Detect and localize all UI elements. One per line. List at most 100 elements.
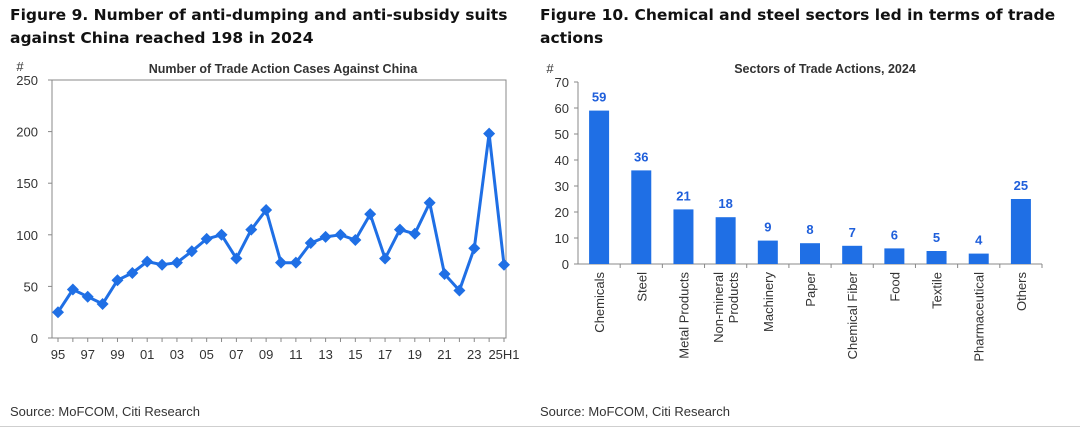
category-label-line: Textile [930,272,945,309]
y-tick-label: 50 [24,279,38,294]
category-label-line: Metal Products [676,272,691,359]
category-label: Steel [634,272,649,302]
bar [757,240,778,264]
data-point [364,208,377,221]
data-point [245,223,258,236]
data-point [170,256,183,269]
figure-10-source: Source: MoFCOM, Citi Research [540,404,730,419]
x-tick-label: 23 [467,347,481,362]
plot-frame [51,79,507,339]
data-point [66,283,79,296]
x-tick-label: 21 [437,347,451,362]
line-chart: 0 50 100 150 200 250#95 97 99 01 03 05 07 09 11 13 15 17… [16,59,519,362]
bar-value-label: 59 [592,90,606,105]
bar-value-label: 21 [676,188,690,203]
category-label-line: Machinery [761,272,776,332]
category-label-line: Chemical Fiber [845,271,860,359]
category-label-line: Pharmaceutical [972,272,987,362]
y-tick-label: 250 [16,73,38,88]
data-point [483,127,496,140]
category-label-line: Steel [634,272,649,302]
data-point [81,290,94,303]
data-point [453,284,466,297]
data-point [468,242,481,255]
x-tick-label: 09 [259,347,273,362]
bar [673,209,694,264]
bar [1010,199,1031,264]
data-point [275,256,287,269]
bar [800,243,820,264]
bar-value-label: 9 [764,220,771,235]
y-tick-label: 100 [16,228,38,243]
data-point [156,258,169,271]
data-point [111,274,124,287]
bottom-rule [0,426,1080,427]
data-point [349,233,362,246]
y-tick-label: 0 [562,257,569,272]
data-point [319,230,332,243]
category-label: Textile [930,272,945,309]
category-label: Food [887,272,902,302]
figure-9-title: Figure 9. Number of anti-dumping and ant… [10,6,508,47]
category-label-line: Non-mineral [711,272,726,343]
x-tick-label: 25H1 [488,347,519,362]
category-label-line: Chemicals [592,272,607,333]
bar-value-label: 36 [634,149,648,164]
data-point [260,204,273,217]
y-tick-label: 70 [555,75,569,90]
data-point [289,256,302,269]
category-label: Machinery [761,272,776,332]
figure-10-panel: Figure 10. Chemical and steel sectors le… [530,0,1080,428]
x-tick-label: 03 [170,347,184,362]
y-tick-label: 10 [555,231,569,246]
series-line [56,132,506,314]
bar-value-label: 7 [849,225,856,240]
bar-value-label: 25 [1014,178,1028,193]
data-point [230,252,243,265]
bar-value-label: 5 [933,230,940,245]
category-label: Paper [803,271,818,306]
figure-10-title: Figure 10. Chemical and steel sectors le… [540,6,1056,47]
x-tick-label: 15 [348,347,362,362]
bar [968,253,989,264]
y-tick-label: 20 [555,205,569,220]
y-tick-label: 40 [555,153,569,168]
y-tick-label: 50 [555,127,569,142]
category-label: Pharmaceutical [972,272,987,362]
line-chart-title: Number of Trade Action Cases Against Chi… [148,62,418,76]
data-point [393,223,406,236]
data-point [408,227,421,240]
x-tick-label: 07 [229,347,243,362]
category-label: Others [1014,272,1029,312]
bar [926,251,947,264]
bar [715,217,736,264]
figure-9-source: Source: MoFCOM, Citi Research [10,404,200,419]
bar [631,170,652,264]
category-label: Chemicals [592,272,607,333]
x-tick-label: 97 [80,347,94,362]
y-tick-label: 0 [31,331,38,346]
category-label: Non-mineral Products [711,272,741,343]
x-tick-label: 19 [408,347,422,362]
figure-9-panel: Figure 9. Number of anti-dumping and ant… [0,0,530,428]
category-label: Chemical Fiber [845,271,860,359]
data-point [185,245,198,258]
bar-value-label: 18 [718,196,732,211]
bar-chart-title: Sectors of Trade Actions, 2024 [734,62,916,76]
data-point [379,252,392,265]
x-tick-label: 05 [199,347,213,362]
x-tick-label: 11 [289,347,303,362]
category-label: Metal Products [676,272,691,359]
x-tick-label: 01 [140,347,154,362]
x-tick-label: 95 [51,347,65,362]
data-point [126,266,139,279]
y-axis-unit: # [546,61,554,76]
data-point [498,258,510,271]
category-label-line: Paper [803,271,818,306]
data-point [334,228,347,241]
y-tick-label: 30 [555,179,569,194]
data-point [304,237,317,250]
y-tick-label: 150 [16,176,38,191]
x-tick-label: 99 [110,347,124,362]
bar-value-label: 4 [975,233,983,248]
